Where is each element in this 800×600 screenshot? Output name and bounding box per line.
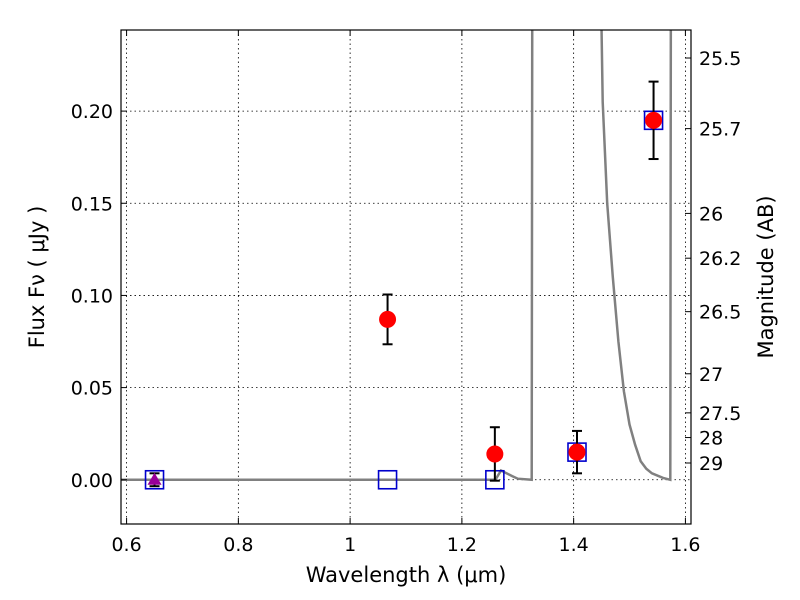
x-tick-label: 1.4: [559, 534, 589, 556]
model-square-marker: [144, 469, 165, 490]
model-square-marker: [377, 469, 398, 490]
detection-point: [486, 445, 504, 463]
right-axis-label: Magnitude (AB): [754, 195, 778, 358]
y-tick-label: 0.00: [71, 470, 113, 492]
right-tick-label: 26: [699, 203, 723, 225]
data-points-layer: [144, 80, 664, 490]
x-tick-label: 0.6: [111, 534, 141, 556]
right-tick-label: 27.5: [699, 403, 741, 425]
y-tick-label: 0.20: [71, 101, 113, 123]
x-tick-label: 1.2: [447, 534, 477, 556]
triangle-marker: [147, 472, 162, 485]
model-curve-layer: [121, 30, 673, 482]
y-axis-label: Flux Fν ( μJy ): [25, 206, 49, 349]
right-tick-label: 26.5: [699, 302, 741, 324]
y-tick-label: 0.15: [71, 193, 113, 215]
x-tick-label: 1.6: [670, 534, 700, 556]
right-tick-label: 27: [699, 364, 723, 386]
x-axis-ticks: 0.6 0.8 1 1.2 1.4 1.6: [111, 30, 701, 556]
plot-frame: [120, 29, 692, 525]
detection-point: [379, 310, 397, 328]
right-axis-ticks: 25.5 25.7 26 26.2 26.5 27 27.5 28 29: [685, 48, 741, 475]
detection-point: [645, 111, 663, 129]
y-tick-label: 0.10: [71, 285, 113, 307]
right-tick-label: 28: [699, 428, 723, 450]
y-tick-label: 0.05: [71, 378, 113, 400]
model-spectrum-curve: [121, 30, 673, 482]
right-tick-label: 25.7: [699, 119, 741, 141]
grid-lines: [121, 30, 691, 524]
right-tick-label: 29: [699, 453, 723, 475]
y-axis-ticks: 0.00 0.05 0.10 0.15 0.20: [71, 101, 127, 492]
x-tick-label: 1: [344, 534, 356, 556]
x-axis-label: Wavelength λ (μm): [306, 563, 507, 587]
right-tick-label: 25.5: [699, 48, 741, 70]
detection-point: [568, 443, 586, 461]
right-tick-label: 26.2: [699, 248, 741, 270]
x-tick-label: 0.8: [223, 534, 253, 556]
